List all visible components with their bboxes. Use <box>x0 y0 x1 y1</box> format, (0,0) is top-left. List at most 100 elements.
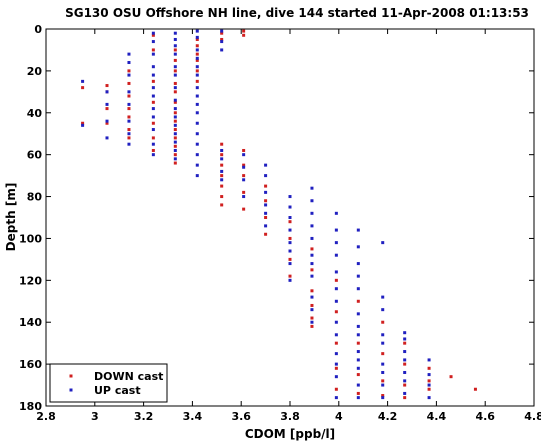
down-cast-point <box>151 100 155 104</box>
up-cast-point <box>195 56 199 60</box>
down-cast-point <box>403 383 407 387</box>
up-cast-point <box>151 153 155 157</box>
up-cast-point <box>105 90 109 94</box>
x-tick-label: 4.8 <box>524 410 541 423</box>
up-cast-point <box>173 86 177 90</box>
up-cast-point <box>356 333 360 337</box>
up-cast-point <box>264 174 268 178</box>
up-cast-point <box>381 241 385 245</box>
up-cast-point <box>173 37 177 41</box>
up-cast-point <box>173 73 177 77</box>
down-cast-point <box>220 174 224 178</box>
up-cast-point <box>173 157 177 161</box>
up-cast-point <box>288 195 292 199</box>
up-cast-point <box>356 358 360 362</box>
down-cast-point <box>403 341 407 345</box>
x-tick-label: 3.8 <box>280 410 300 423</box>
up-cast-point <box>242 153 246 157</box>
up-cast-point <box>403 331 407 335</box>
up-cast-point <box>151 86 155 90</box>
down-cast-point <box>334 341 338 345</box>
up-cast-point <box>264 163 268 167</box>
down-cast-point <box>127 136 131 140</box>
up-cast-point <box>310 308 314 312</box>
up-cast-point <box>381 308 385 312</box>
up-cast-point <box>427 396 431 400</box>
down-cast-point <box>242 33 246 37</box>
up-cast-point <box>334 375 338 379</box>
up-cast-point <box>220 40 224 44</box>
up-cast-point <box>288 228 292 232</box>
down-cast-point <box>195 44 199 48</box>
up-cast-point <box>151 73 155 77</box>
x-tick-label: 4.4 <box>427 410 447 423</box>
up-cast-point <box>356 228 360 232</box>
down-cast-point <box>334 310 338 314</box>
up-cast-point <box>334 362 338 366</box>
up-cast-point <box>173 107 177 111</box>
down-cast-point <box>195 58 199 62</box>
up-cast-point <box>220 169 224 173</box>
up-cast-point <box>220 157 224 161</box>
up-cast-point <box>334 333 338 337</box>
up-cast-point <box>151 94 155 98</box>
up-cast-point <box>220 48 224 52</box>
x-tick-label: 3.6 <box>231 410 251 423</box>
up-cast-point <box>151 142 155 146</box>
up-cast-point <box>356 262 360 266</box>
up-cast-point <box>195 48 199 52</box>
down-cast-point <box>264 216 268 219</box>
down-cast-point <box>105 107 109 111</box>
up-cast-point <box>151 40 155 44</box>
up-cast-point <box>195 142 199 146</box>
up-cast-point <box>356 366 360 370</box>
up-cast-point <box>127 132 131 136</box>
down-cast-point <box>220 153 224 157</box>
up-cast-point <box>195 35 199 39</box>
up-cast-point <box>288 216 292 219</box>
down-cast-point <box>220 37 224 41</box>
down-cast-point <box>242 163 246 167</box>
up-cast-point <box>381 362 385 366</box>
up-cast-point <box>334 241 338 245</box>
y-tick-label: 20 <box>27 65 43 78</box>
down-cast-point <box>427 387 431 391</box>
down-cast-point <box>151 79 155 83</box>
down-cast-point <box>173 48 177 52</box>
down-cast-point <box>220 163 224 167</box>
up-cast-point <box>356 312 360 316</box>
up-cast-point <box>242 195 246 199</box>
down-cast-point <box>403 362 407 366</box>
down-cast-point <box>127 115 131 119</box>
down-cast-point <box>427 366 431 370</box>
down-cast-point <box>473 387 477 391</box>
up-cast-point <box>356 350 360 354</box>
up-cast-point <box>264 211 268 215</box>
up-cast-point <box>381 295 385 299</box>
x-tick-label: 4.2 <box>378 410 398 423</box>
down-cast-point <box>310 316 314 320</box>
up-cast-point <box>195 86 199 90</box>
down-cast-point <box>151 48 155 52</box>
up-cast-point <box>127 73 131 77</box>
up-cast-point <box>310 224 314 228</box>
up-cast-point <box>334 352 338 356</box>
y-tick-label: 40 <box>27 107 43 120</box>
up-cast-point <box>173 98 177 102</box>
data-points <box>81 29 477 400</box>
down-cast-point <box>127 81 131 85</box>
up-cast-point <box>127 90 131 94</box>
up-cast-point <box>242 165 246 169</box>
legend-box <box>49 363 168 403</box>
up-cast-point <box>356 245 360 249</box>
up-cast-point <box>151 31 155 35</box>
chart-title: SG130 OSU Offshore NH line, dive 144 sta… <box>65 6 529 20</box>
up-cast-point <box>403 370 407 374</box>
down-cast-point <box>173 100 177 104</box>
down-cast-point <box>195 79 199 83</box>
up-cast-point <box>195 111 199 115</box>
down-cast-point <box>288 257 292 261</box>
down-cast-point <box>151 148 155 152</box>
